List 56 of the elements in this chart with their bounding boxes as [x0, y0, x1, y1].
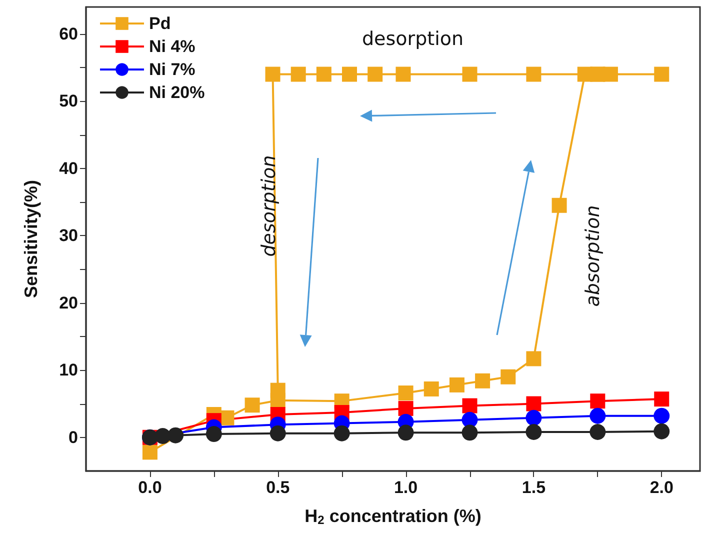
point [462, 66, 478, 82]
point [142, 444, 158, 460]
point [526, 66, 542, 82]
point [654, 408, 670, 424]
point [462, 424, 478, 441]
point [168, 427, 184, 444]
point [654, 392, 670, 407]
point [449, 377, 464, 392]
legend-label: Ni 4% [149, 37, 196, 56]
point [500, 369, 516, 384]
y-tick-label: 20 [59, 293, 78, 312]
point [590, 408, 606, 424]
x-tick-label: 2.0 [650, 478, 674, 497]
y-tick-label: 10 [59, 360, 78, 380]
point [270, 425, 286, 442]
point [526, 410, 542, 426]
point [526, 351, 542, 366]
point [206, 426, 222, 442]
y-tick-label: 30 [59, 226, 78, 246]
annotation: absorption [582, 205, 604, 307]
annotation: desorption [258, 155, 280, 257]
point [290, 66, 306, 82]
x-tick-label: 0.5 [266, 478, 290, 497]
y-tick-label: 50 [59, 92, 78, 111]
point [398, 424, 414, 441]
point [462, 398, 478, 414]
legend-label: Ni 7% [149, 60, 196, 79]
legend-label: Pd [149, 14, 171, 33]
point [342, 66, 358, 82]
point [424, 381, 439, 396]
point [526, 424, 542, 440]
y-tick-label: 0 [68, 428, 78, 447]
y-axis-title: Sensitivity(%) [21, 180, 41, 298]
x-tick-label: 1.0 [394, 478, 418, 497]
y-tick-label: 40 [59, 158, 78, 178]
point [368, 66, 383, 82]
point [398, 385, 414, 400]
point [590, 394, 606, 409]
x-tick-label: 0.0 [138, 478, 162, 497]
point [654, 423, 670, 440]
annotation: desorption [362, 28, 464, 50]
x-tick-label: 1.5 [522, 478, 546, 497]
point [398, 400, 414, 416]
point [270, 382, 286, 398]
point [396, 66, 411, 82]
point [590, 424, 606, 440]
legend-label: Ni 20% [149, 83, 205, 102]
point [316, 66, 332, 82]
point [654, 66, 670, 82]
point [526, 396, 542, 412]
y-tick-label: 60 [59, 24, 78, 44]
point [552, 198, 567, 213]
point [265, 66, 280, 82]
point [244, 398, 260, 413]
point [334, 425, 350, 442]
point [475, 373, 490, 388]
